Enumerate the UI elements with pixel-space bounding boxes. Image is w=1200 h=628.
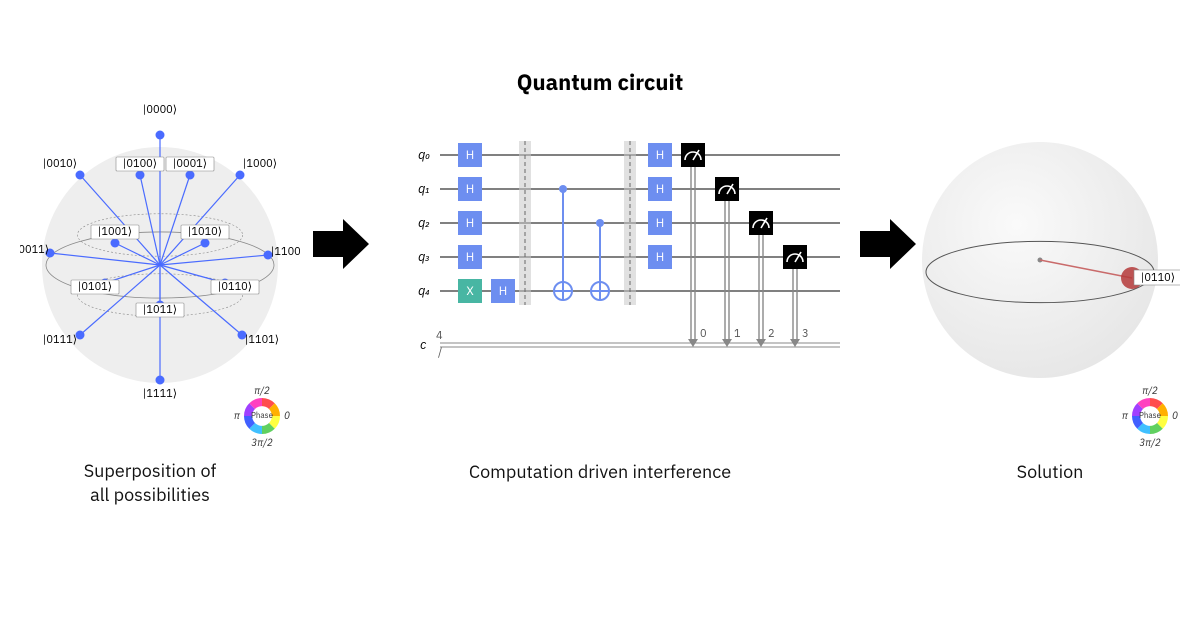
svg-text:H: H bbox=[466, 148, 474, 163]
state-label: |0010⟩ bbox=[43, 157, 77, 171]
svg-text:|0001⟩: |0001⟩ bbox=[173, 157, 207, 171]
cnot-control bbox=[596, 219, 604, 227]
svg-text:H: H bbox=[466, 182, 474, 197]
cnot-control bbox=[559, 185, 567, 193]
svg-text:X: X bbox=[466, 284, 474, 299]
svg-text:π/2: π/2 bbox=[1142, 384, 1158, 397]
state-label: |0100⟩ bbox=[116, 157, 164, 171]
measure-gate bbox=[749, 211, 773, 235]
solution-sphere: |0110⟩ bbox=[900, 100, 1180, 420]
svg-text:3: 3 bbox=[802, 327, 809, 341]
quantum-circuit-diagram: q₀ q₁ q₂ q₃ q₄ c4 / H H H H X H H H H H 0 1 2 3 bbox=[385, 115, 845, 375]
state-label: |0001⟩ bbox=[166, 157, 214, 171]
svg-text:|1011⟩: |1011⟩ bbox=[143, 303, 177, 317]
caption-superposition: Superposition ofall possibilities bbox=[50, 459, 250, 508]
svg-text:2: 2 bbox=[768, 327, 775, 341]
state-label: |0111⟩ bbox=[43, 333, 77, 347]
svg-text:H: H bbox=[656, 148, 664, 163]
qubit-label: q₄ bbox=[418, 282, 430, 299]
measure-gate bbox=[715, 177, 739, 201]
phase-dial: Phase π/2 0 3π/2 π bbox=[1118, 380, 1192, 450]
svg-text:|1001⟩: |1001⟩ bbox=[98, 225, 132, 239]
qubit-label: q₂ bbox=[418, 214, 430, 231]
state-label: |1011⟩ bbox=[136, 303, 184, 317]
svg-text:|0010⟩: |0010⟩ bbox=[43, 157, 77, 171]
phase-dial: Phase π/2 0 3π/2 π bbox=[230, 380, 304, 450]
circuit-panel: q₀ q₁ q₂ q₃ q₄ c4 / H H H H X H H H H H 0 1 2 3 bbox=[385, 115, 845, 395]
qubit-label: q₃ bbox=[418, 248, 430, 265]
svg-text:3π/2: 3π/2 bbox=[1139, 436, 1161, 449]
svg-text:H: H bbox=[466, 216, 474, 231]
svg-text:c: c bbox=[420, 336, 427, 353]
svg-text:|0101⟩: |0101⟩ bbox=[78, 280, 112, 294]
svg-text:3π/2: 3π/2 bbox=[251, 436, 273, 449]
svg-text:/: / bbox=[438, 346, 442, 360]
svg-text:4: 4 bbox=[436, 329, 443, 343]
svg-text:π: π bbox=[1122, 409, 1129, 422]
svg-text:π/2: π/2 bbox=[254, 384, 270, 397]
svg-text:|1111⟩: |1111⟩ bbox=[143, 387, 177, 401]
svg-text:|1101⟩: |1101⟩ bbox=[245, 333, 279, 347]
state-label: |1010⟩ bbox=[181, 225, 229, 239]
measure-gate bbox=[783, 245, 807, 269]
svg-text:|0111⟩: |0111⟩ bbox=[43, 333, 77, 347]
qubit-label: q₁ bbox=[418, 180, 430, 197]
main-title: Quantum circuit bbox=[0, 68, 1200, 97]
superposition-sphere: |0000⟩ |0001⟩ |0100⟩ |0010⟩ |1000⟩ |1001⟩ |101… bbox=[20, 95, 300, 415]
svg-text:H: H bbox=[656, 216, 664, 231]
svg-text:|1100⟩: |1100⟩ bbox=[271, 245, 300, 259]
measure-gate bbox=[681, 143, 705, 167]
superposition-panel: |0000⟩ |0001⟩ |0100⟩ |0010⟩ |1000⟩ |1001⟩ |101… bbox=[20, 95, 300, 415]
solution-state-label: |0110⟩ bbox=[1141, 271, 1175, 285]
solution-panel: |0110⟩ bbox=[900, 100, 1180, 420]
phase-dial-label: Phase bbox=[251, 411, 274, 421]
state-label: |0000⟩ bbox=[143, 103, 177, 117]
caption-solution: Solution bbox=[960, 460, 1140, 484]
svg-text:|0000⟩: |0000⟩ bbox=[143, 103, 177, 117]
state-label: |0011⟩ bbox=[20, 243, 49, 257]
svg-text:|0011⟩: |0011⟩ bbox=[20, 243, 49, 257]
svg-text:H: H bbox=[656, 182, 664, 197]
svg-text:0: 0 bbox=[1172, 409, 1178, 422]
svg-text:0: 0 bbox=[284, 409, 290, 422]
arrow-icon bbox=[313, 215, 371, 273]
svg-text:|0110⟩: |0110⟩ bbox=[218, 280, 252, 294]
svg-text:|1000⟩: |1000⟩ bbox=[243, 157, 277, 171]
state-label: |1001⟩ bbox=[91, 225, 139, 239]
state-label: |1100⟩ bbox=[271, 245, 300, 259]
state-label: |1111⟩ bbox=[143, 387, 177, 401]
svg-text:1: 1 bbox=[734, 327, 741, 341]
svg-text:H: H bbox=[656, 250, 664, 265]
caption-interference: Computation driven interference bbox=[380, 460, 820, 484]
svg-text:H: H bbox=[466, 250, 474, 265]
phase-dial-label: Phase bbox=[1139, 411, 1162, 421]
svg-text:|0100⟩: |0100⟩ bbox=[123, 157, 157, 171]
qubit-label: q₀ bbox=[418, 146, 430, 163]
state-label: |1000⟩ bbox=[243, 157, 277, 171]
svg-text:|1010⟩: |1010⟩ bbox=[188, 225, 222, 239]
state-label: |1101⟩ bbox=[245, 333, 279, 347]
state-label: |0110⟩ bbox=[211, 280, 259, 294]
svg-text:0: 0 bbox=[700, 327, 707, 341]
svg-text:H: H bbox=[499, 284, 507, 299]
svg-text:π: π bbox=[234, 409, 241, 422]
state-label: |0101⟩ bbox=[71, 280, 119, 294]
